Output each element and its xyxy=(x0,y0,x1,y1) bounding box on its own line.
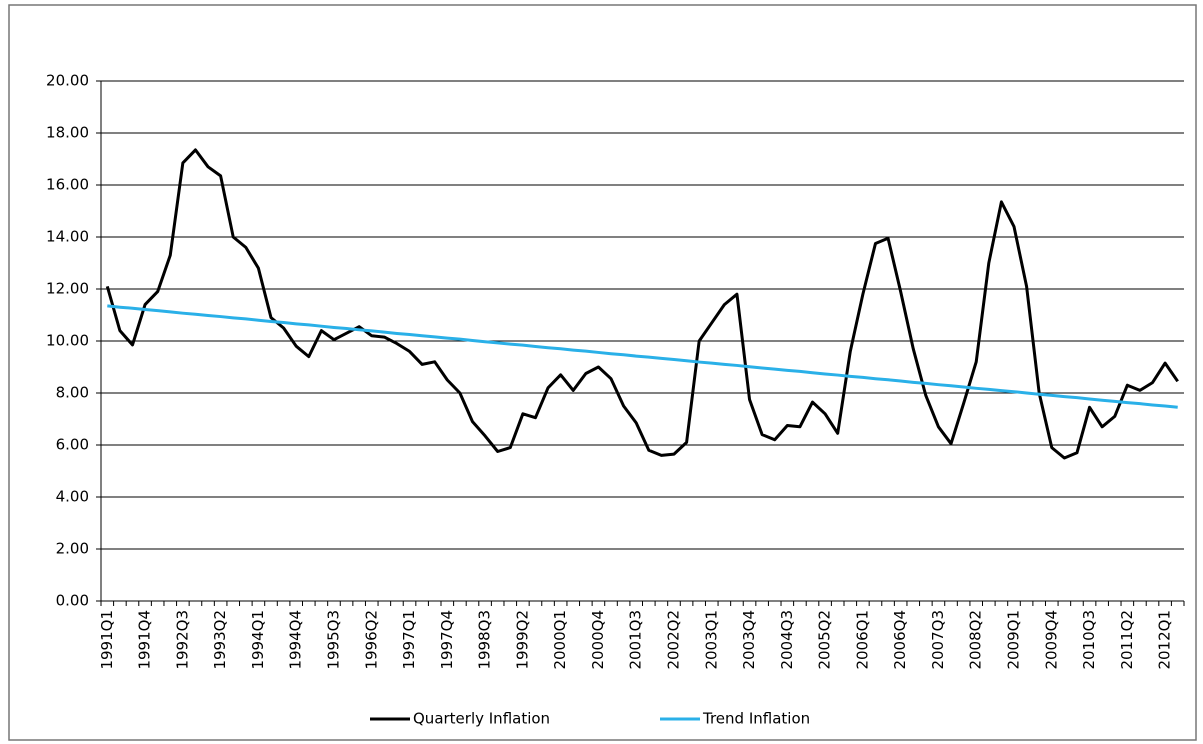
x-tick-label: 1999Q2 xyxy=(513,610,531,670)
x-tick-label: 1991Q4 xyxy=(136,610,154,670)
series-line xyxy=(105,148,1179,460)
x-tick-label: 2003Q1 xyxy=(702,610,720,670)
x-tick-label: 1997Q4 xyxy=(438,610,456,670)
legend-label: Quarterly Inflation xyxy=(413,710,550,728)
y-tick-label: 6.00 xyxy=(56,436,89,454)
x-tick-label: 2000Q1 xyxy=(551,610,569,670)
x-tick-label: 2005Q2 xyxy=(816,610,834,670)
y-tick-label: 16.00 xyxy=(46,176,89,194)
x-tick-label: 2010Q3 xyxy=(1080,610,1098,670)
x-tick-label: 2004Q3 xyxy=(778,610,796,670)
y-tick-label: 10.00 xyxy=(46,332,89,350)
y-tick-label: 14.00 xyxy=(46,228,89,246)
x-tick-label: 2006Q4 xyxy=(891,610,909,670)
x-tick-label: 2011Q2 xyxy=(1118,610,1136,670)
y-tick-label: 2.00 xyxy=(56,540,89,558)
x-tick-label: 2006Q1 xyxy=(853,610,871,670)
x-tick-label: 2012Q1 xyxy=(1156,610,1174,670)
x-tick-label: 1994Q4 xyxy=(287,610,305,670)
y-tick-label: 18.00 xyxy=(46,124,89,142)
x-tick-label: 2000Q4 xyxy=(589,610,607,670)
y-tick-label: 12.00 xyxy=(46,280,89,298)
x-tick-label: 2003Q4 xyxy=(740,610,758,670)
legend-label: Trend Inflation xyxy=(702,710,810,728)
y-tick-label: 20.00 xyxy=(46,72,89,90)
y-tick-label: 4.00 xyxy=(56,488,89,506)
x-tick-label: 1998Q3 xyxy=(476,610,494,670)
x-tick-label: 1994Q1 xyxy=(249,610,267,670)
x-tick-label: 2001Q3 xyxy=(627,610,645,670)
x-tick-label: 1996Q2 xyxy=(362,610,380,670)
y-tick-label: 8.00 xyxy=(56,384,89,402)
x-tick-label: 1997Q1 xyxy=(400,610,418,670)
x-tick-label: 2007Q3 xyxy=(929,610,947,670)
x-tick-label: 1992Q3 xyxy=(173,610,191,670)
x-tick-label: 1993Q2 xyxy=(211,610,229,670)
y-tick-label: 0.00 xyxy=(56,592,89,610)
x-tick-label: 2009Q1 xyxy=(1004,610,1022,670)
x-tick-label: 2009Q4 xyxy=(1042,610,1060,670)
x-tick-label: 1995Q3 xyxy=(324,610,342,670)
x-tick-label: 2002Q2 xyxy=(664,610,682,670)
x-tick-label: 2008Q2 xyxy=(967,610,985,670)
x-tick-label: 1991Q1 xyxy=(98,610,116,670)
series-line xyxy=(107,304,1178,409)
